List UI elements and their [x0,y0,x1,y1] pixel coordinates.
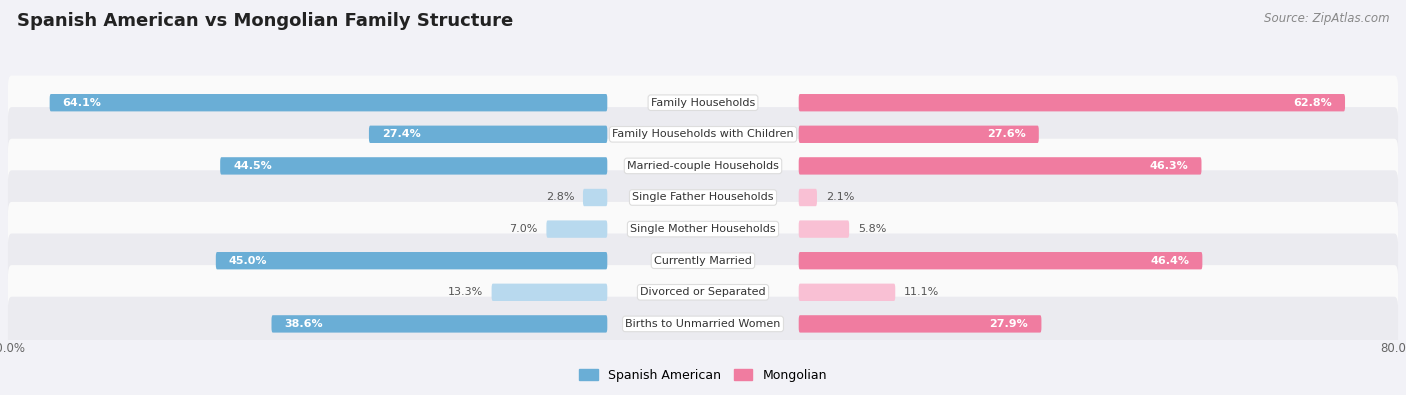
FancyBboxPatch shape [215,252,607,269]
Text: 46.3%: 46.3% [1150,161,1188,171]
FancyBboxPatch shape [8,107,1398,162]
FancyBboxPatch shape [799,157,1202,175]
Text: 2.8%: 2.8% [546,192,574,203]
Text: 62.8%: 62.8% [1294,98,1331,108]
Text: Births to Unmarried Women: Births to Unmarried Women [626,319,780,329]
FancyBboxPatch shape [271,315,607,333]
Text: 27.9%: 27.9% [990,319,1028,329]
FancyBboxPatch shape [799,220,849,238]
FancyBboxPatch shape [368,126,607,143]
FancyBboxPatch shape [799,189,817,206]
FancyBboxPatch shape [49,94,607,111]
Text: 13.3%: 13.3% [447,287,482,297]
FancyBboxPatch shape [8,170,1398,225]
Text: 38.6%: 38.6% [284,319,323,329]
Text: Married-couple Households: Married-couple Households [627,161,779,171]
FancyBboxPatch shape [799,126,1039,143]
Text: 11.1%: 11.1% [904,287,939,297]
Text: 2.1%: 2.1% [825,192,853,203]
Text: 64.1%: 64.1% [63,98,101,108]
Text: 27.6%: 27.6% [987,129,1026,139]
FancyBboxPatch shape [8,233,1398,288]
FancyBboxPatch shape [8,139,1398,193]
FancyBboxPatch shape [799,315,1042,333]
FancyBboxPatch shape [583,189,607,206]
Text: Single Mother Households: Single Mother Households [630,224,776,234]
Text: Family Households: Family Households [651,98,755,108]
Text: 5.8%: 5.8% [858,224,886,234]
Text: Divorced or Separated: Divorced or Separated [640,287,766,297]
Text: 7.0%: 7.0% [509,224,537,234]
Legend: Spanish American, Mongolian: Spanish American, Mongolian [579,369,827,382]
FancyBboxPatch shape [799,284,896,301]
FancyBboxPatch shape [221,157,607,175]
FancyBboxPatch shape [547,220,607,238]
Text: 45.0%: 45.0% [229,256,267,266]
Text: Source: ZipAtlas.com: Source: ZipAtlas.com [1264,12,1389,25]
FancyBboxPatch shape [8,202,1398,256]
FancyBboxPatch shape [492,284,607,301]
Text: 46.4%: 46.4% [1150,256,1189,266]
Text: Family Households with Children: Family Households with Children [612,129,794,139]
FancyBboxPatch shape [8,297,1398,351]
Text: Spanish American vs Mongolian Family Structure: Spanish American vs Mongolian Family Str… [17,12,513,30]
Text: Single Father Households: Single Father Households [633,192,773,203]
Text: 27.4%: 27.4% [382,129,420,139]
FancyBboxPatch shape [799,94,1346,111]
FancyBboxPatch shape [799,252,1202,269]
FancyBboxPatch shape [8,75,1398,130]
Text: Currently Married: Currently Married [654,256,752,266]
FancyBboxPatch shape [8,265,1398,320]
Text: 44.5%: 44.5% [233,161,271,171]
